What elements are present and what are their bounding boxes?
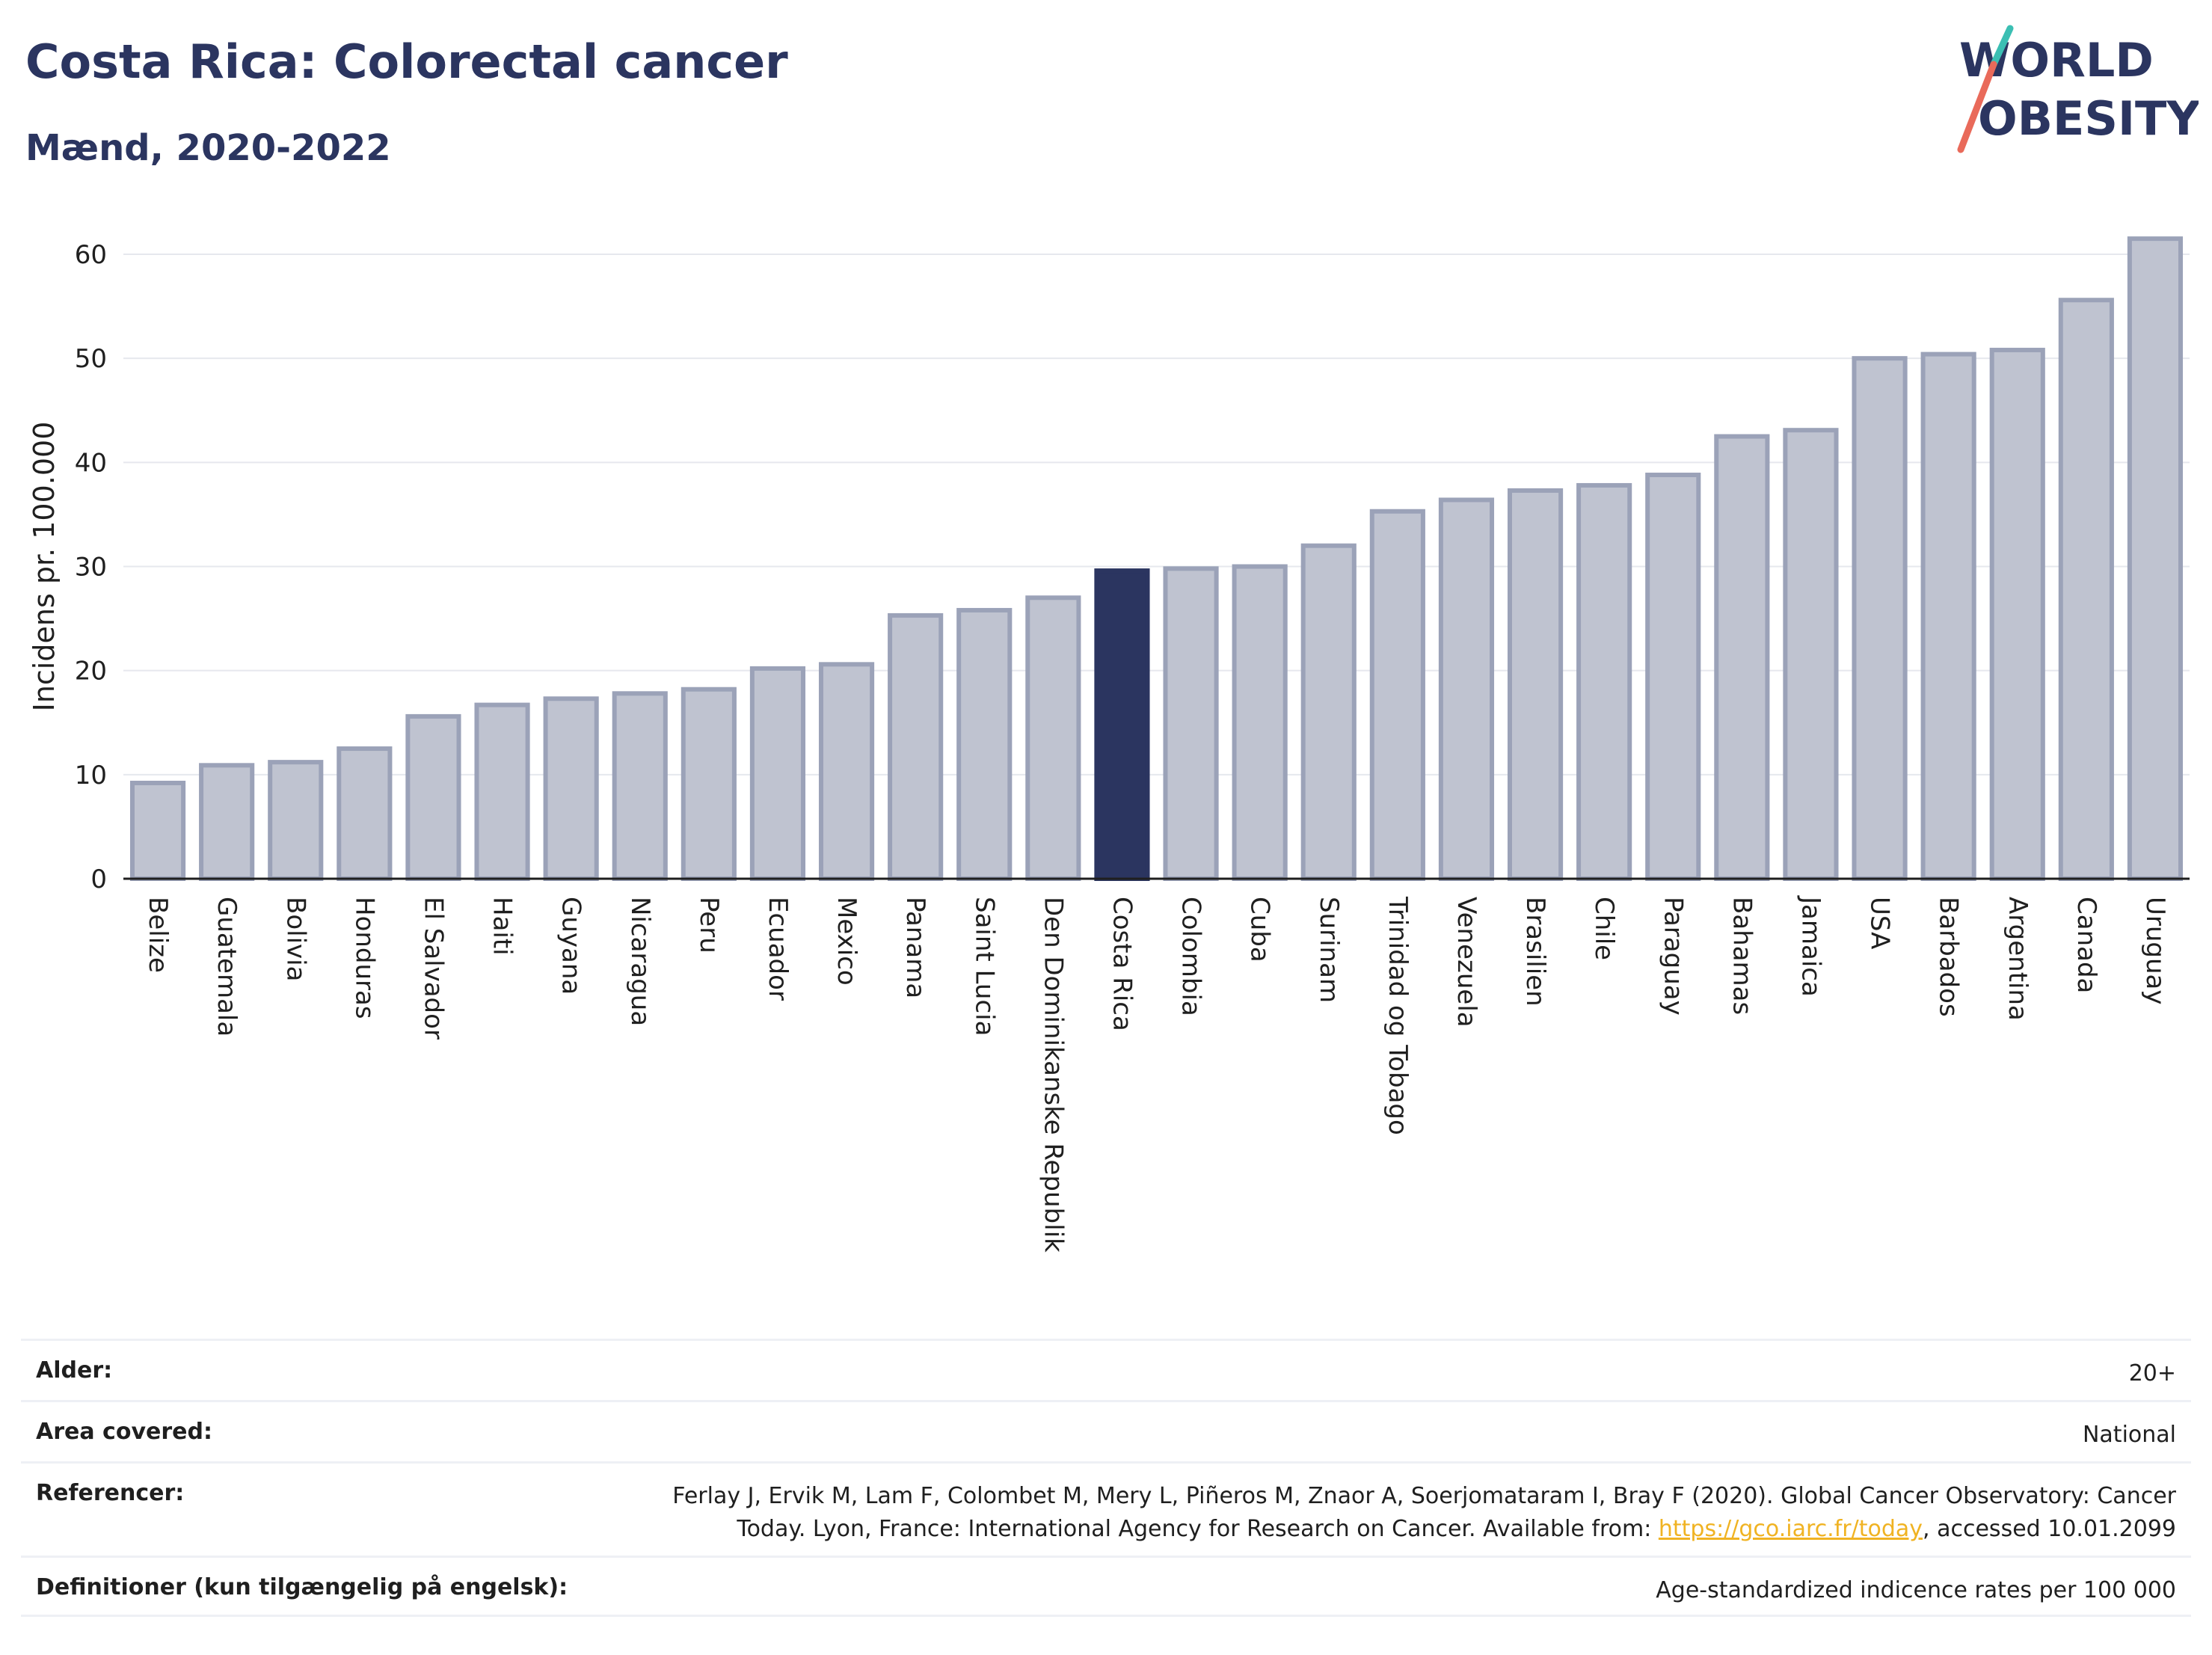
bar xyxy=(1576,482,1632,881)
x-tick-label: Honduras xyxy=(349,897,379,1019)
x-tick-label: USA xyxy=(1865,897,1895,949)
bar xyxy=(1714,434,1770,881)
bar xyxy=(749,666,806,882)
x-tick-label: Cuba xyxy=(1245,897,1275,962)
x-tick-label: Peru xyxy=(694,897,724,954)
y-tick-label: 50 xyxy=(75,344,107,374)
world-obesity-logo: WORLD OBESITY xyxy=(1957,25,2199,153)
bar xyxy=(1989,348,2045,882)
x-tick-label: Canada xyxy=(2071,897,2101,993)
meta-row-area: Area covered: National xyxy=(21,1400,2191,1461)
meta-row-references: Referencer: Ferlay J, Ervik M, Lam F, Co… xyxy=(21,1461,2191,1556)
bar xyxy=(818,662,875,881)
meta-label: Referencer: xyxy=(36,1480,185,1506)
reference-accessed: , accessed 10.01.2099 xyxy=(1923,1516,2176,1542)
x-tick-label: Costa Rica xyxy=(1107,897,1137,1031)
bar xyxy=(405,713,461,882)
y-tick-label: 60 xyxy=(75,240,107,270)
y-tick-label: 40 xyxy=(75,448,107,478)
x-tick-label: Belize xyxy=(143,897,173,973)
metadata-table: Alder: 20+ Area covered: National Refere… xyxy=(21,1339,2191,1617)
x-tick-label: Venezuela xyxy=(1451,897,1481,1028)
y-tick-label: 10 xyxy=(75,761,107,790)
page-title: Costa Rica: Colorectal cancer xyxy=(25,34,788,89)
bar xyxy=(1232,564,1288,881)
x-tick-label: Jamaica xyxy=(1795,895,1825,997)
x-tick-label: Colombia xyxy=(1176,897,1206,1016)
bar xyxy=(1920,351,1976,882)
x-tick-label: Guyana xyxy=(556,897,586,995)
x-tick-label: El Salvador xyxy=(418,897,448,1040)
x-tick-label: Chile xyxy=(1589,897,1619,960)
meta-label: Area covered: xyxy=(36,1419,212,1445)
x-tick-label: Bahamas xyxy=(1727,897,1757,1015)
bar xyxy=(1783,428,1839,882)
logo-stroke-coral xyxy=(1957,61,1997,153)
meta-value: Age-standardized indicence rates per 100… xyxy=(1656,1577,2176,1603)
x-tick-label: Barbados xyxy=(1934,897,1964,1017)
logo-line-2: OBESITY xyxy=(1978,91,2199,146)
bar xyxy=(129,780,186,882)
meta-row-age: Alder: 20+ xyxy=(21,1339,2191,1400)
x-tick-label: Haiti xyxy=(488,897,517,956)
bar xyxy=(1369,509,1425,881)
bar xyxy=(888,612,944,881)
x-tick-label: Nicaragua xyxy=(625,897,655,1026)
x-tick-label: Surinam xyxy=(1314,897,1344,1003)
meta-value: 20+ xyxy=(2128,1360,2176,1387)
x-tick-label: Ecuador xyxy=(763,897,793,1001)
y-tick-label: 0 xyxy=(90,865,107,894)
bar xyxy=(1852,356,1908,881)
bar xyxy=(1438,497,1495,881)
reference-text: Ferlay J, Ervik M, Lam F, Colombet M, Me… xyxy=(672,1483,2176,1542)
meta-row-definitions: Definitioner (kun tilgængelig på engelsk… xyxy=(21,1556,2191,1617)
x-tick-label: Paraguay xyxy=(1658,897,1688,1016)
y-tick-label: 20 xyxy=(75,657,107,687)
x-tick-label: Guatemala xyxy=(212,897,242,1037)
x-tick-label: Panama xyxy=(900,897,930,998)
page-subtitle: Mænd, 2020-2022 xyxy=(25,127,391,169)
bar xyxy=(1300,543,1357,881)
bar xyxy=(1507,488,1564,881)
meta-label: Alder: xyxy=(36,1357,113,1384)
bar xyxy=(2127,236,2184,881)
y-tick-label: 30 xyxy=(75,553,107,583)
x-tick-label: Uruguay xyxy=(2140,897,2170,1005)
bar xyxy=(1645,473,1701,881)
bar xyxy=(337,746,393,882)
bar xyxy=(681,687,737,882)
x-tick-label: Den Dominikanske Republik xyxy=(1038,897,1068,1253)
meta-value: National xyxy=(2082,1422,2176,1448)
bar xyxy=(612,691,668,881)
x-tick-label: Saint Lucia xyxy=(969,897,999,1036)
bar xyxy=(1025,595,1081,881)
bar xyxy=(956,607,1013,881)
meta-value-references: Ferlay J, Ervik M, Lam F, Colombet M, Me… xyxy=(606,1480,2176,1546)
reference-link[interactable]: https://gco.iarc.fr/today xyxy=(1658,1516,1923,1542)
bar xyxy=(2058,298,2114,881)
y-axis-label: Incidens pr. 100.000 xyxy=(28,422,61,712)
x-tick-label: Mexico xyxy=(832,897,861,986)
bar xyxy=(199,763,255,882)
x-tick-label: Argentina xyxy=(2003,897,2033,1021)
bar xyxy=(1094,568,1150,881)
bar xyxy=(268,760,324,882)
x-tick-label: Brasilien xyxy=(1520,897,1550,1007)
x-tick-label: Trinidad og Tobago xyxy=(1383,896,1413,1135)
x-tick-label: Bolivia xyxy=(280,897,310,981)
bar xyxy=(1163,566,1219,881)
bar xyxy=(474,702,530,882)
meta-label: Definitioner (kun tilgængelig på engelsk… xyxy=(36,1574,568,1600)
logo-stroke-teal xyxy=(1990,25,2014,68)
bar-chart: 0 10 20 30 40 50 60 Incidens pr. 100.000 Belize G… xyxy=(28,236,2190,1253)
bar xyxy=(543,696,599,881)
